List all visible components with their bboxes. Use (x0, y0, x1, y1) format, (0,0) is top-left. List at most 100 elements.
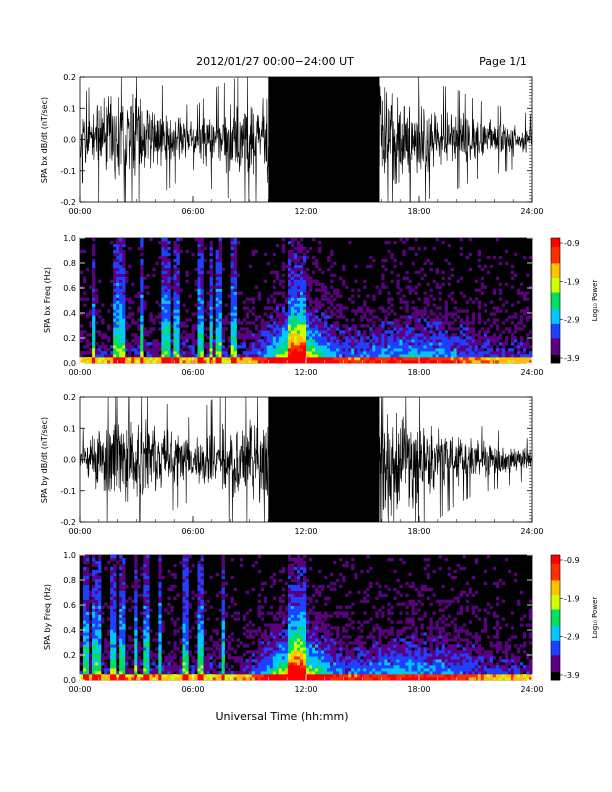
spectrogram-cell (333, 297, 337, 301)
spectrogram-cell (110, 581, 114, 586)
spectrogram-cell (399, 354, 403, 358)
spectrogram-cell (299, 641, 304, 645)
spectrogram-cell (393, 351, 397, 355)
spectrogram-cell (233, 330, 237, 334)
spectrogram-cell (312, 351, 316, 355)
spectrogram-cell (128, 300, 132, 304)
spectrogram-cell (131, 650, 135, 654)
spectrogram-cell (477, 357, 482, 361)
spectrogram-cell (396, 273, 400, 277)
spectrogram-cell (465, 333, 470, 337)
spectrogram-cell (242, 671, 247, 675)
spectrogram-cell (480, 327, 485, 331)
spectrogram-cell (257, 599, 262, 603)
spectrogram-cell (495, 345, 500, 349)
spectrogram-cell (182, 584, 186, 589)
spectrogram-cell (239, 336, 244, 340)
spectrogram-cell (399, 300, 403, 304)
spectrogram-cell (155, 339, 159, 343)
spectrogram-cell (435, 357, 439, 361)
spectrogram-cell (306, 647, 310, 651)
spectrogram-cell (164, 252, 168, 257)
spectrogram-cell (209, 303, 213, 307)
spectrogram-cell (101, 611, 105, 615)
spectrogram-cell (423, 318, 427, 322)
spectrogram-cell (113, 312, 117, 316)
spectrogram-cell (302, 560, 307, 565)
spectrogram-cell (272, 351, 277, 355)
spectrogram-cell (113, 258, 117, 263)
spectrogram-cell (239, 327, 244, 331)
spectrogram-cell (137, 345, 141, 349)
spectrogram-cell (501, 330, 506, 334)
spectrogram-cell (471, 351, 476, 355)
spectrogram-cell (272, 357, 277, 361)
spectrogram-cell (287, 593, 292, 597)
spectrogram-cell (83, 665, 87, 669)
spectrogram-cell (414, 354, 418, 358)
spectrogram-cell (191, 563, 195, 568)
spectrogram-cell (302, 593, 307, 597)
spectrogram-cell (176, 327, 180, 331)
spectrogram-cell (215, 306, 219, 310)
spectrogram-cell (272, 578, 277, 583)
spectrogram-cell (263, 357, 268, 361)
spectrogram-cell (176, 273, 180, 277)
spectrogram-cell (302, 273, 307, 277)
spectrogram-cell (306, 602, 310, 606)
spectrogram-cell (318, 321, 322, 325)
spectrogram-cell (116, 261, 120, 266)
spectrogram-cell (179, 560, 183, 565)
spectrogram-cell (299, 659, 304, 663)
spectrogram-cell (98, 351, 102, 355)
spectrogram-cell (101, 662, 105, 666)
spectrogram-cell (161, 360, 165, 364)
spectrogram-cell (284, 357, 289, 361)
spectrogram-cell (104, 662, 108, 666)
spectrogram-cell (191, 656, 195, 660)
spectrogram-cell (182, 611, 186, 615)
spectrogram-cell (89, 656, 93, 660)
spectrogram-cell (381, 333, 385, 337)
spectrogram-cell (122, 671, 126, 675)
spectrogram-cell (432, 360, 436, 364)
spectrogram-cell (164, 345, 168, 349)
spectrogram-cell (390, 297, 394, 301)
spectrogram-cell (302, 288, 307, 292)
spectrogram-cell (113, 623, 117, 627)
spectrogram-cell (281, 327, 286, 331)
spectrogram-cell (324, 327, 328, 331)
spectrogram-cell (333, 327, 337, 331)
spectrogram-cell (336, 357, 340, 361)
spectrogram-cell (119, 294, 123, 298)
spectrogram-cell (242, 318, 247, 322)
spectrogram-cell (140, 288, 144, 292)
spectrogram-cell (459, 351, 463, 355)
spectrogram-cell (122, 647, 126, 651)
spectrogram-cell (155, 300, 159, 304)
spectrogram-cell (281, 629, 286, 633)
spectrogram-cell (98, 593, 102, 597)
spectrogram-cell (86, 653, 90, 657)
spectrogram-cell (284, 641, 289, 645)
spectrogram-cell (519, 351, 524, 355)
spectrogram-cell (450, 291, 454, 295)
spectrogram-cell (95, 309, 99, 313)
spectrogram-cell (128, 342, 132, 346)
spectrogram-cell (227, 674, 231, 678)
spectrogram-cell (284, 617, 289, 621)
spectrogram-cell (269, 650, 274, 654)
spectrogram-cell (432, 297, 436, 301)
spectrogram-cell (498, 261, 503, 266)
spectrogram-cell (432, 246, 436, 251)
spectrogram-cell (164, 243, 168, 248)
spectrogram-cell (290, 312, 295, 316)
spectrogram-cell (218, 357, 222, 361)
spectrogram-cell (293, 617, 298, 621)
spectrogram-cell (302, 569, 307, 574)
spectrogram-cell (239, 333, 244, 337)
spectrogram-cell (417, 246, 421, 251)
spectrogram-cell (218, 267, 222, 272)
spectrogram-cell (92, 270, 96, 275)
spectrogram-cell (432, 357, 436, 361)
